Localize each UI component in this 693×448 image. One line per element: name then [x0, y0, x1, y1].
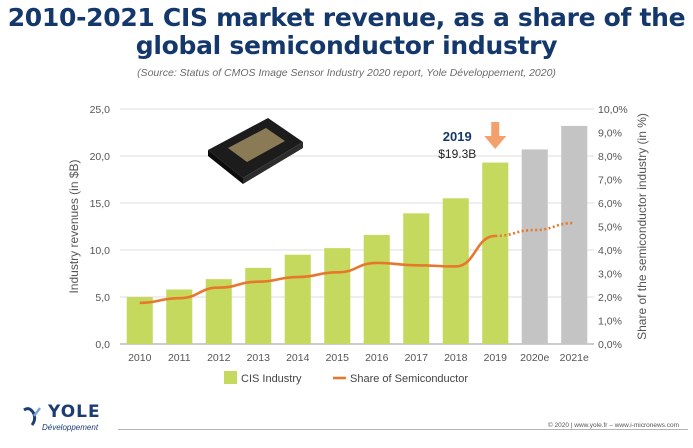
x-tick-label: 2013: [247, 352, 271, 364]
bar-2020e: [521, 149, 548, 344]
footer-divider: [118, 429, 688, 430]
x-tick-label: 2015: [326, 352, 350, 364]
title-line-2: global semiconductor industry: [135, 31, 558, 60]
annotation-arrow-icon: [484, 122, 507, 149]
legend-swatch-cis: [224, 371, 237, 384]
y2-tick-label: 8,0%: [598, 151, 622, 163]
x-tick-label: 2016: [365, 352, 389, 364]
y-tick-label: 0,0: [95, 339, 110, 351]
y2-tick-label: 2,0%: [598, 292, 622, 304]
bar-2018: [442, 198, 469, 344]
x-tick-label: 2011: [168, 352, 191, 364]
x-tick-label: 2012: [207, 352, 231, 364]
x-tick-label: 2014: [286, 352, 310, 364]
bar-2010: [126, 297, 153, 344]
logo-subtitle: Développement: [42, 423, 99, 432]
y-tick-label: 25,0: [90, 104, 111, 116]
bar-2015: [324, 248, 351, 344]
y2-tick-label: 7,0%: [598, 175, 622, 187]
x-tick-label: 2017: [405, 352, 429, 364]
footer-copyright: © 2020 | www.yole.fr – www.i-micronews.c…: [543, 422, 679, 429]
y2-tick-label: 3,0%: [598, 269, 622, 281]
bar-2021e: [561, 125, 588, 344]
annotation-value: $19.3B: [438, 147, 476, 161]
y2-tick-label: 1,0%: [598, 316, 622, 328]
y2-tick-label: 10,0%: [598, 104, 628, 116]
y2-tick-label: 5,0%: [598, 222, 622, 234]
share-line: [139, 234, 496, 305]
y-tick-label: 5,0: [95, 292, 110, 304]
y2-tick-label: 0,0%: [598, 339, 622, 351]
y2-tick-label: 9,0%: [598, 128, 622, 140]
x-tick-label: 2019: [484, 352, 508, 364]
x-tick-label: 2021e: [560, 352, 589, 364]
title-line-1: 2010-2021 CIS market revenue, as a share…: [7, 3, 686, 32]
bar-2014: [284, 254, 311, 344]
annotation-year: 2019: [443, 129, 472, 144]
bar-2019: [482, 162, 509, 344]
chart-source: (Source: Status of CMOS Image Sensor Ind…: [137, 67, 556, 79]
x-tick-label: 2018: [444, 352, 468, 364]
y-axis-title: Industry revenues (in $B): [67, 159, 81, 293]
bar-2016: [363, 234, 390, 344]
y2-tick-label: 4,0%: [598, 245, 622, 257]
bar-2017: [403, 213, 430, 344]
y2-axis-title: Share of the semiconductor industry (in …: [635, 113, 649, 340]
chart-title: 2010-2021 CIS market revenue, as a share…: [0, 4, 693, 60]
y2-tick-label: 6,0%: [598, 198, 622, 210]
y-tick-label: 10,0: [90, 245, 111, 257]
x-tick-label: 2010: [128, 352, 152, 364]
sensor-chip-die: [228, 128, 285, 162]
y-tick-label: 20,0: [90, 151, 111, 163]
legend-label-share: Share of Semiconductor: [350, 373, 468, 385]
legend-label-cis: CIS Industry: [241, 373, 302, 385]
sensor-chip-side: [243, 142, 303, 184]
yole-logo-icon: [23, 407, 41, 426]
logo-name: YOLE: [48, 402, 101, 422]
y-tick-label: 15,0: [90, 198, 111, 210]
bar-2013: [245, 267, 272, 344]
x-tick-label: 2020e: [520, 352, 549, 364]
sensor-chip-side: [208, 150, 243, 184]
